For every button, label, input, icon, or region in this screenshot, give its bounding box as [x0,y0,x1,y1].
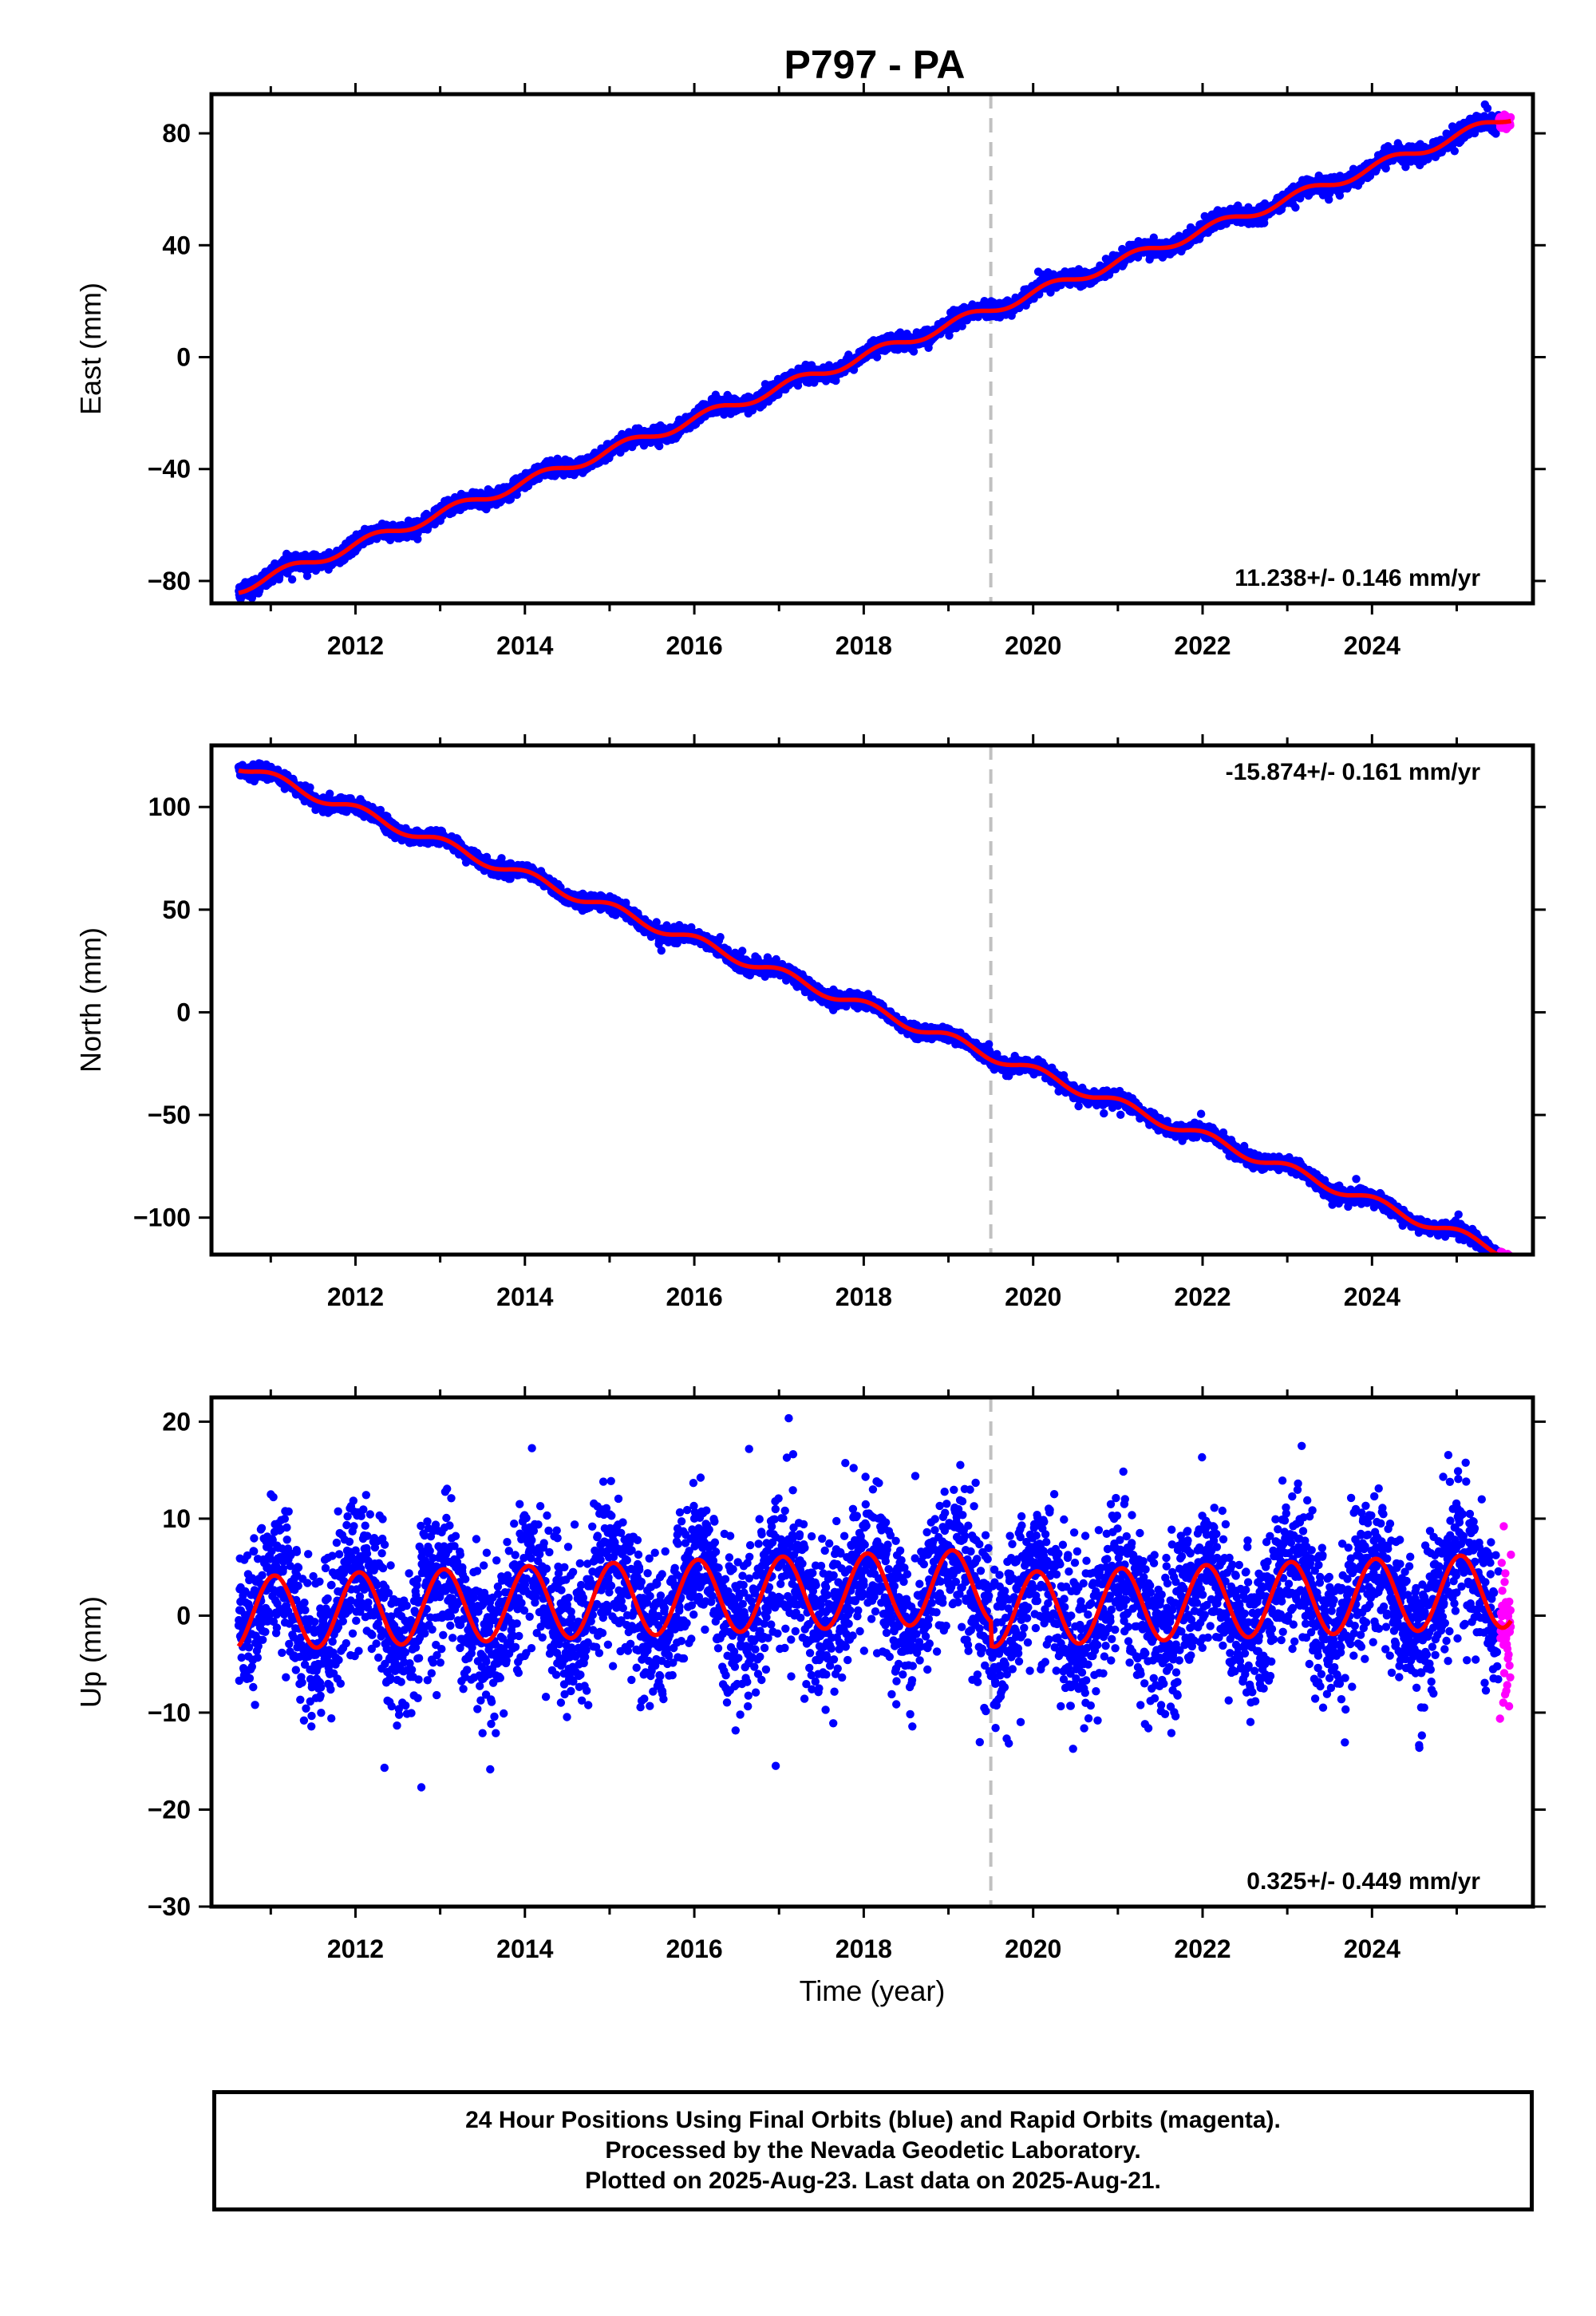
east-x-tick-label: 2022 [1174,631,1231,660]
east-y-axis-label: East (mm) [74,283,107,415]
east-final-point [1291,203,1300,212]
east-final-point [287,575,297,584]
east-rate-annotation: 11.238+/- 0.146 mm/yr [1235,565,1480,591]
east-final-point [535,474,543,484]
east-y-tick-label: −80 [148,567,191,595]
north-panel: 2012 2014 2016 2018 2020 2022 2024−100−5005010… [74,734,1546,1311]
east-y-tick-label: 0 [176,343,191,372]
east-x-tick-label: 2018 [836,631,892,660]
east-y-tick-label: 80 [162,119,191,148]
east-final-point [1483,104,1492,113]
east-x-tick-label: 2016 [666,631,722,660]
east-data-points [235,100,1515,603]
east-final-point [1450,147,1460,156]
figure-title: P797 - PA [784,42,966,87]
panels-group: 2012 2014 2016 2018 2020 2022 2024 −80 −40 0 40 80 E… [74,83,1546,2007]
east-x-tick-label: 2024 [1344,631,1400,660]
east-panel: 2012 2014 2016 2018 2020 2022 2024 −80 −40 0 40 80 E… [74,83,1546,660]
east-x-tick-label: 2020 [1005,631,1061,660]
east-final-point [302,571,312,580]
east-y-tick-label: 40 [162,231,191,259]
east-final-point [275,572,284,582]
east-x-tick-label: 2012 [327,631,384,660]
east-final-point [413,535,422,543]
east-y-tick-label: −40 [148,455,191,484]
east-x-tick-label: 2014 [496,631,553,660]
